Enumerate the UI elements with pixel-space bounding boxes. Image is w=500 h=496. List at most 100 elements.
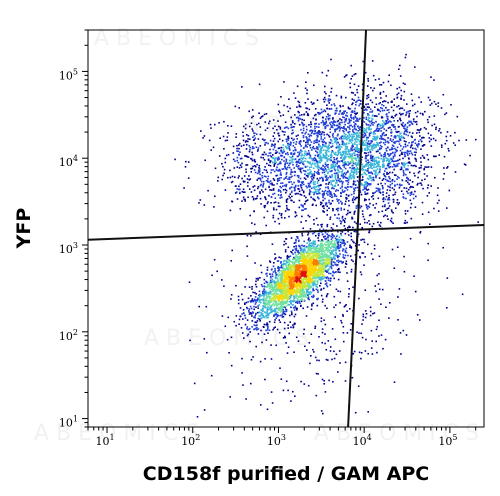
event-dot (302, 206, 304, 208)
event-dot (285, 302, 287, 304)
event-dot (258, 333, 260, 335)
event-dot (403, 133, 405, 135)
event-dot (367, 149, 369, 151)
event-dot (322, 191, 324, 193)
event-dot (352, 241, 354, 243)
event-dot (336, 260, 338, 262)
event-dot (370, 151, 372, 153)
event-dot (317, 237, 319, 239)
event-dot (389, 178, 391, 180)
event-dot (367, 142, 369, 144)
event-dot (304, 278, 306, 280)
event-dot (341, 221, 343, 223)
event-dot (269, 260, 271, 262)
event-dot (359, 132, 361, 134)
event-dot (413, 120, 415, 122)
event-dot (378, 113, 380, 115)
event-dot (331, 246, 333, 248)
event-dot (315, 155, 317, 157)
event-dot (252, 311, 254, 313)
event-dot (328, 70, 330, 72)
event-dot (378, 198, 380, 200)
event-dot (264, 152, 266, 154)
event-dot (313, 273, 315, 275)
event-dot (345, 153, 347, 155)
event-dot (321, 246, 323, 248)
event-dot (417, 111, 419, 113)
event-dot (302, 189, 304, 191)
event-dot (306, 276, 308, 278)
event-dot (318, 235, 320, 237)
event-dot (280, 304, 282, 306)
event-dot (328, 202, 330, 204)
event-dot (297, 237, 299, 239)
event-dot (249, 286, 251, 288)
event-dot (282, 131, 284, 133)
event-dot (357, 250, 359, 252)
event-dot (274, 305, 276, 307)
event-dot (407, 122, 409, 124)
event-dot (296, 273, 298, 275)
event-dot (325, 280, 327, 282)
event-dot (301, 119, 303, 121)
event-dot (316, 152, 318, 154)
event-dot (339, 105, 341, 107)
event-dot (443, 173, 445, 175)
event-dot (426, 175, 428, 177)
event-dot (273, 296, 275, 298)
event-dot (367, 103, 369, 105)
event-dot (342, 219, 344, 221)
event-dot (340, 223, 342, 225)
event-dot (306, 126, 308, 128)
event-dot (286, 278, 288, 280)
event-dot (403, 173, 405, 175)
event-dot (333, 246, 335, 248)
event-dot (379, 149, 381, 151)
event-dot (380, 130, 382, 132)
event-dot (352, 131, 354, 133)
event-dot (373, 133, 375, 135)
event-dot (283, 264, 285, 266)
event-dot (267, 267, 269, 269)
event-dot (303, 241, 305, 243)
event-dot (392, 145, 394, 147)
event-dot (416, 116, 418, 118)
event-dot (341, 173, 343, 175)
event-dot (407, 126, 409, 128)
event-dot (383, 100, 385, 102)
event-dot (339, 122, 341, 124)
event-dot (352, 129, 354, 131)
event-dot (322, 274, 324, 276)
event-dot (351, 142, 353, 144)
event-dot (466, 139, 468, 141)
event-dot (271, 289, 273, 291)
event-dot (420, 148, 422, 150)
event-dot (255, 302, 257, 304)
event-dot (323, 208, 325, 210)
event-dot (291, 291, 293, 293)
event-dot (385, 176, 387, 178)
event-dot (380, 135, 382, 137)
event-dot (362, 213, 364, 215)
event-dot (339, 272, 341, 274)
event-dot (333, 188, 335, 190)
event-dot (367, 208, 369, 210)
event-dot (405, 180, 407, 182)
event-dot (294, 274, 296, 276)
event-dot (328, 263, 330, 265)
event-dot (328, 151, 330, 153)
event-dot (321, 253, 323, 255)
event-dot (391, 135, 393, 137)
event-dot (247, 319, 249, 321)
event-dot (415, 196, 417, 198)
event-dot (385, 148, 387, 150)
event-dot (288, 304, 290, 306)
event-dot (315, 235, 317, 237)
event-dot (342, 169, 344, 171)
event-dot (328, 207, 330, 209)
event-dot (358, 244, 360, 246)
event-dot (354, 149, 356, 151)
event-dot (303, 135, 305, 137)
event-dot (294, 283, 296, 285)
event-dot (375, 121, 377, 123)
